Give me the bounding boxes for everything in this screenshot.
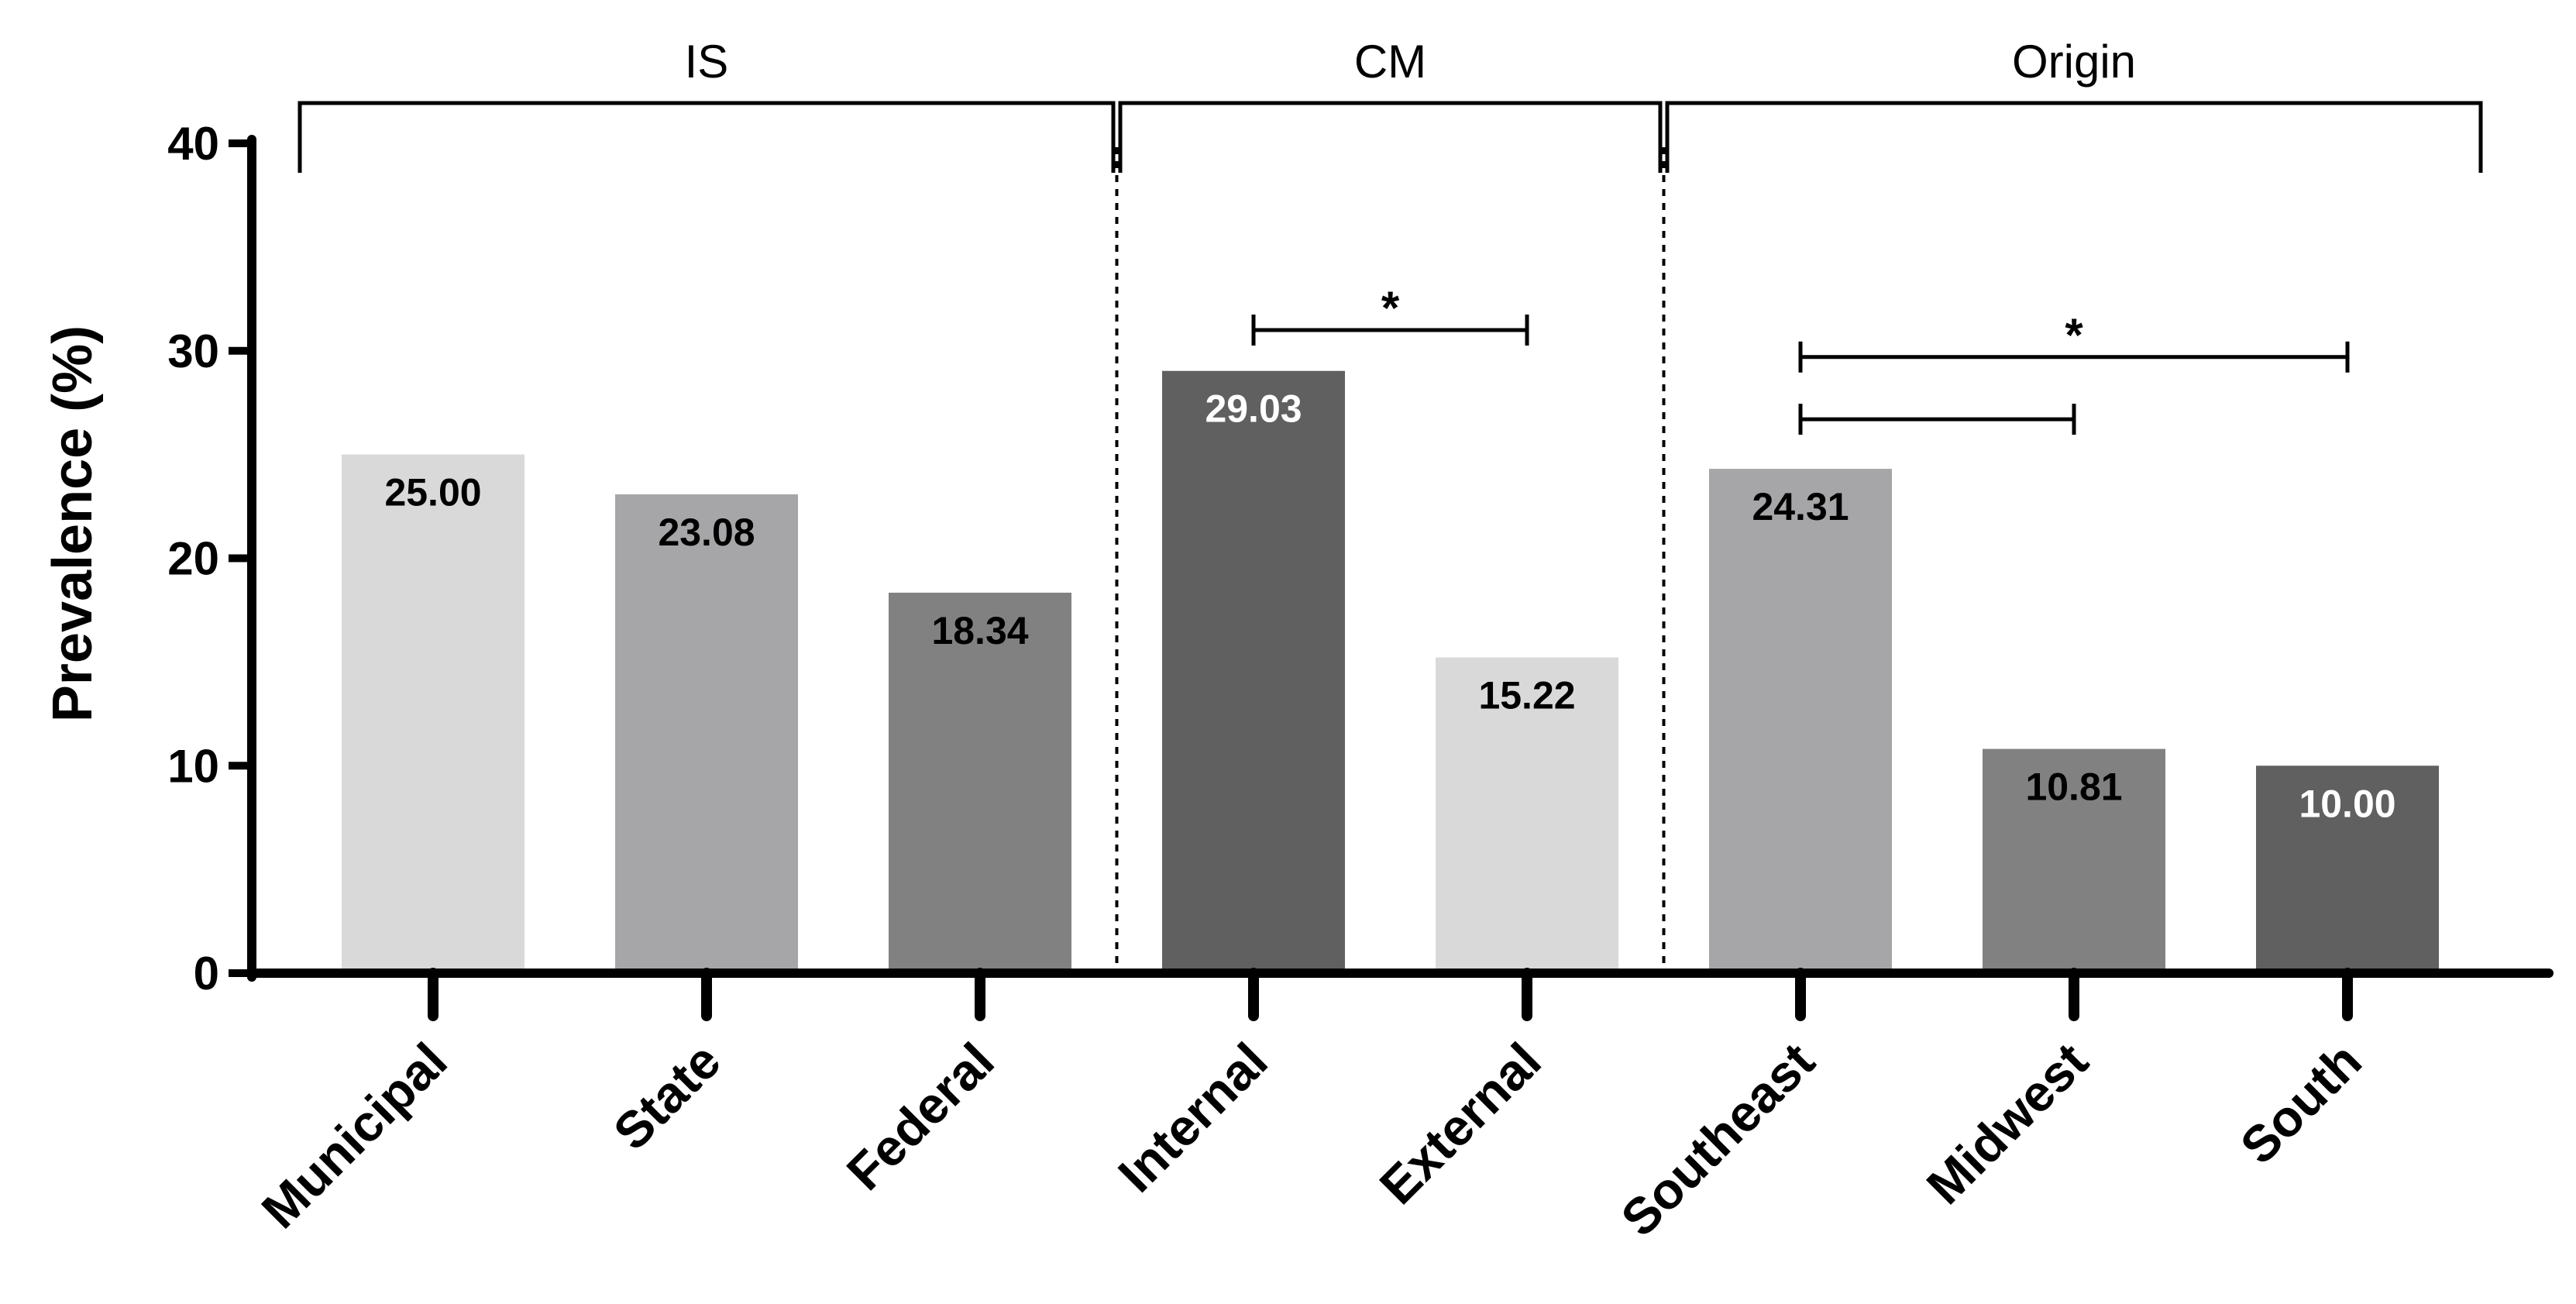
y-tick-label: 10 bbox=[167, 740, 219, 792]
x-tick-label-federal: Federal bbox=[836, 1032, 1005, 1201]
x-tick-label-state: State bbox=[602, 1032, 731, 1161]
bar-south bbox=[2256, 766, 2439, 973]
group-label-is: IS bbox=[685, 36, 729, 88]
x-tick-label-municipal: Municipal bbox=[250, 1032, 458, 1240]
group-separators bbox=[1115, 147, 1666, 973]
y-tick-label: 0 bbox=[194, 948, 219, 1000]
group-bracket-is bbox=[297, 101, 1116, 173]
y-axis-label: Prevalence (%) bbox=[42, 325, 104, 722]
bar-midwest bbox=[1983, 748, 2165, 973]
value-label-south: 10.00 bbox=[2299, 782, 2395, 825]
bar-municipal bbox=[342, 454, 524, 973]
sig-star: * bbox=[2065, 309, 2083, 361]
value-label-federal: 18.34 bbox=[931, 609, 1028, 652]
bar-southeast bbox=[1709, 469, 1892, 973]
x-tick-label-south: South bbox=[2229, 1032, 2372, 1175]
group-label-cm: CM bbox=[1354, 36, 1426, 88]
bars bbox=[342, 370, 2439, 973]
value-label-state: 23.08 bbox=[658, 511, 755, 554]
significance-brackets: ** bbox=[1251, 282, 2350, 435]
x-tick-label-internal: Internal bbox=[1107, 1032, 1278, 1203]
y-tick-label: 40 bbox=[167, 118, 219, 170]
sig-star: * bbox=[1381, 282, 1400, 334]
group-brackets: IS CM Origin bbox=[297, 36, 2483, 173]
group-bracket-origin bbox=[1665, 101, 2483, 173]
value-label-municipal: 25.00 bbox=[384, 471, 481, 514]
y-tick-label: 20 bbox=[167, 533, 219, 585]
group-label-origin: Origin bbox=[2012, 36, 2136, 88]
bar-federal bbox=[889, 592, 1071, 973]
x-tick-labels: Municipal State Federal Internal External Sou… bbox=[250, 1032, 2372, 1247]
bar-external bbox=[1436, 657, 1618, 973]
x-tick-label-southeast: Southeast bbox=[1610, 1032, 1825, 1247]
bar-internal bbox=[1162, 370, 1345, 973]
bar-state bbox=[615, 494, 798, 973]
value-label-external: 15.22 bbox=[1478, 673, 1575, 717]
axes: 0 10 20 30 40 bbox=[167, 118, 2554, 1021]
value-label-internal: 29.03 bbox=[1205, 387, 1302, 431]
x-tick-label-external: External bbox=[1368, 1032, 1552, 1216]
value-label-midwest: 10.81 bbox=[2025, 766, 2122, 809]
value-label-southeast: 24.31 bbox=[1752, 485, 1849, 528]
group-bracket-cm bbox=[1118, 101, 1663, 173]
y-tick-label: 30 bbox=[167, 325, 219, 377]
x-tick-label-midwest: Midwest bbox=[1915, 1032, 2098, 1215]
value-labels: 25.00 23.08 18.34 29.03 15.22 24.31 10.81 10.00 bbox=[384, 387, 2395, 826]
